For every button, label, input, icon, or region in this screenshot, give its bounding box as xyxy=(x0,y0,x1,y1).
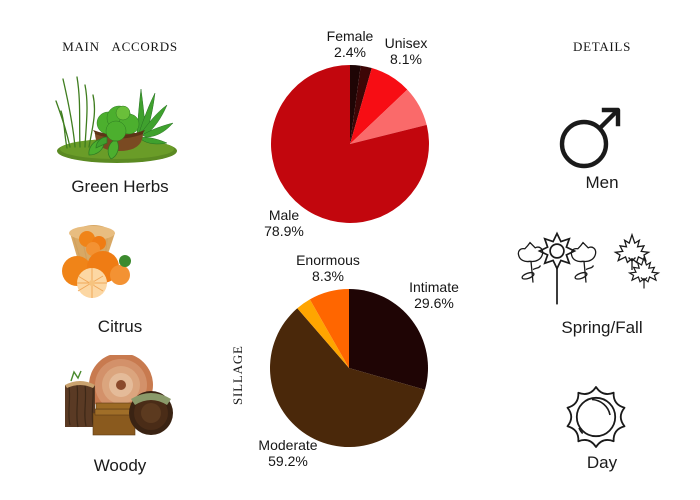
svg-text:Enormous: Enormous xyxy=(296,252,360,268)
svg-text:59.2%: 59.2% xyxy=(268,453,308,469)
svg-text:Intimate: Intimate xyxy=(409,279,459,295)
svg-text:8.3%: 8.3% xyxy=(312,268,344,284)
svg-text:29.6%: 29.6% xyxy=(414,295,454,311)
svg-text:Moderate: Moderate xyxy=(258,437,317,453)
